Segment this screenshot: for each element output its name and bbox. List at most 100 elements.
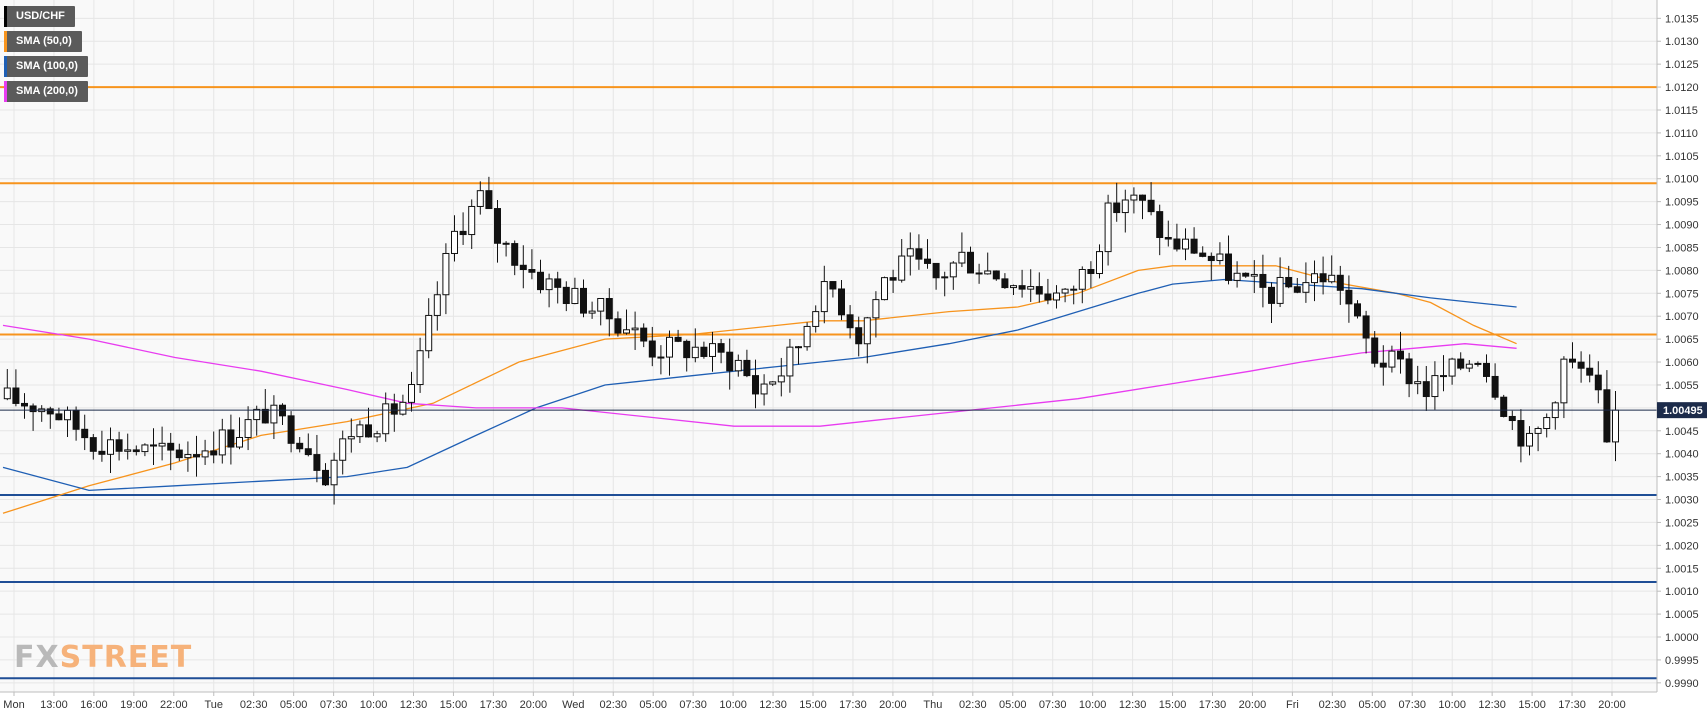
candle-down [210,450,218,456]
candle-up [769,381,777,385]
candle-down [1164,236,1172,240]
y-tick-label: 1.0060 [1665,357,1699,369]
candle-down [1139,194,1146,201]
y-tick-label: 1.0080 [1665,265,1699,277]
x-tick-label: 15:00 [799,699,827,711]
candle-up [399,401,407,415]
y-tick-label: 1.0075 [1665,288,1699,300]
candle-up [786,346,794,377]
candle-up [1096,251,1103,275]
candle-down [846,314,854,329]
candle-down [1586,367,1594,376]
x-tick-label: 17:30 [839,699,867,711]
candle-down [227,429,235,448]
candle-down [889,277,897,281]
y-tick-label: 1.0070 [1665,311,1699,323]
candle-down [648,340,656,358]
candle-down [1113,202,1121,214]
y-tick-label: 1.0010 [1665,586,1699,598]
candle-up [218,429,226,456]
candle-down [287,415,295,444]
candle-down [519,264,527,271]
candle-up [898,255,906,281]
legend-label: SMA (200,0) [16,85,78,97]
candle-down [494,208,501,244]
y-tick-label: 1.0055 [1665,380,1699,392]
legend-swatch [4,81,7,102]
candle-up [330,459,338,486]
candle-down [717,343,725,353]
candle-up [691,346,699,359]
candle-down [1044,293,1052,301]
x-tick-label: 17:30 [1199,699,1227,711]
x-tick-label: 02:30 [959,699,987,711]
candle-down [81,428,89,439]
y-tick-label: 1.0045 [1665,426,1699,438]
candle-down [1405,358,1413,385]
x-tick-label: 20:00 [1598,699,1626,711]
legend-label: USD/CHF [16,10,65,22]
candle-down [1225,253,1232,281]
candlesticks [3,176,1619,505]
candle-down [72,409,80,430]
candle-up [442,252,450,296]
legend-swatch [4,31,7,52]
candle-down [1199,252,1207,257]
candle-up [1182,238,1189,250]
candle-down [1440,375,1447,378]
candle-up [1534,428,1542,434]
candle-down [313,454,321,471]
y-tick-label: 1.0005 [1665,609,1699,621]
x-tick-label: 17:30 [1558,699,1586,711]
candle-down [1190,238,1198,254]
candle-up [881,277,888,301]
candle-down [167,442,175,451]
y-tick-label: 1.0115 [1665,105,1698,117]
legend-item-sma200[interactable]: SMA (200,0) [4,81,88,102]
candle-down [1207,255,1215,262]
candle-down [1483,362,1490,377]
y-tick-label: 1.0035 [1665,472,1699,484]
y-tick-label: 1.0135 [1665,13,1699,25]
fxstreet-logo: FXSTREET [14,640,192,675]
candle-down [1293,286,1301,293]
candle-down [855,327,863,345]
gridlines [0,0,1657,692]
candle-up [158,442,166,447]
moving-averages [2,265,1517,514]
x-tick-label: 02:30 [240,699,268,711]
candle-down [967,251,974,274]
plot-background [0,0,1657,692]
legend-swatch [4,56,7,77]
candle-up [812,311,820,327]
legend-item-sma100[interactable]: SMA (100,0) [4,56,88,77]
x-tick-label: Mon [3,699,24,711]
legend-item-sma50[interactable]: SMA (50,0) [4,31,82,52]
y-tick-label: 1.0065 [1665,334,1699,346]
current-price-badge: 1.00495 [1657,402,1707,419]
y-tick-label: 1.0100 [1665,174,1699,186]
sma-100-line [2,278,1517,492]
candle-up [545,278,553,291]
candle-down [528,269,536,273]
candle-down [554,278,562,288]
candle-up [382,403,390,435]
candle-up [1431,375,1439,398]
candle-down [150,444,157,447]
x-tick-label: 15:00 [440,699,468,711]
y-tick-label: 1.0125 [1665,59,1699,71]
candle-up [623,329,630,334]
candle-down [640,327,648,342]
candle-down [1259,273,1267,288]
candle-up [597,297,605,312]
logo-street: STREET [59,640,193,675]
x-tick-label: 10:00 [360,699,388,711]
legend-item-usdchf[interactable]: USD/CHF [4,6,75,27]
candle-down [322,469,329,486]
candle-up [408,384,415,403]
candle-up [709,343,716,357]
candle-up [1328,274,1336,283]
x-tick-label: 02:30 [599,699,627,711]
candle-up [760,383,768,395]
candle-up [476,190,484,207]
